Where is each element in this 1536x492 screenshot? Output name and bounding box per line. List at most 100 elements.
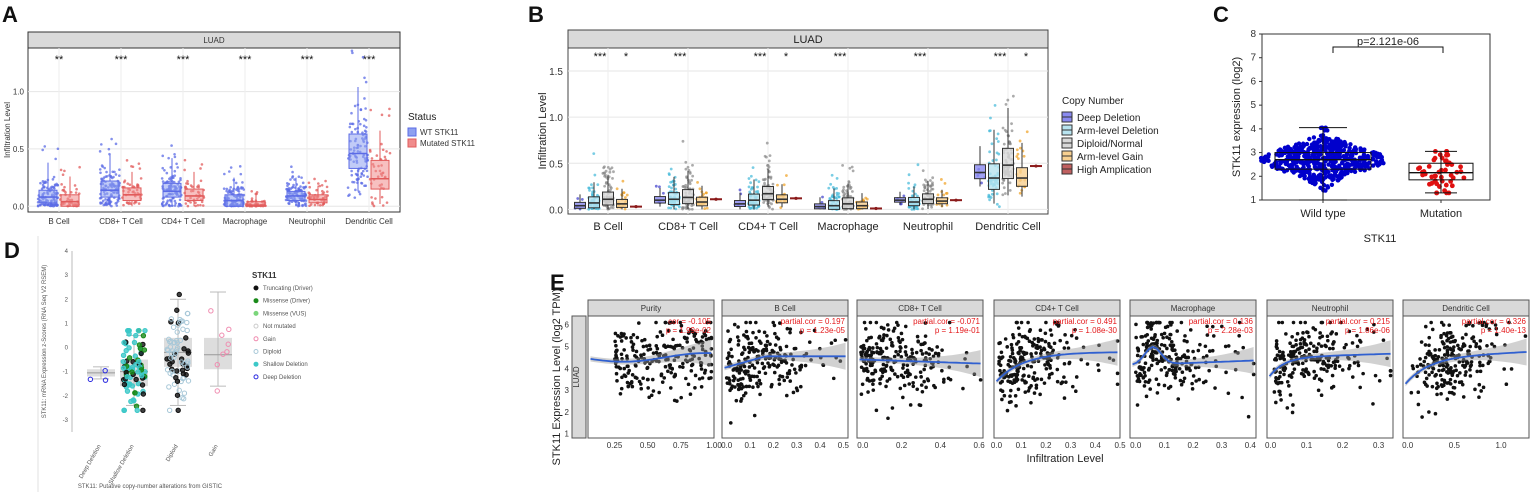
data-point-e <box>647 395 651 400</box>
x-tick-e: 0.75 <box>673 441 689 450</box>
data-point-c <box>1285 154 1291 159</box>
legend-label-b: Deep Deletion <box>1077 113 1140 124</box>
data-point-e <box>685 340 689 344</box>
data-point-e <box>732 376 737 380</box>
data-point-e <box>1011 335 1016 340</box>
data-point-a <box>234 181 238 185</box>
cor-label-e: partial.cor = -0.071 <box>913 317 980 326</box>
data-point-e <box>1431 366 1436 371</box>
data-point-a <box>381 148 385 152</box>
data-point-e <box>1427 410 1431 414</box>
data-point-e <box>866 390 870 394</box>
data-point-c <box>1325 128 1330 133</box>
data-point-a <box>136 185 140 188</box>
data-point-e <box>898 345 902 349</box>
data-point-d <box>174 344 181 351</box>
data-point-e <box>1358 385 1362 390</box>
data-point-b <box>751 166 755 170</box>
data-point-a <box>363 76 366 80</box>
data-point-a <box>358 192 362 196</box>
data-point-e <box>756 349 760 353</box>
data-point-e <box>916 339 921 344</box>
data-point-e <box>1468 374 1473 378</box>
data-point-a <box>368 148 372 152</box>
data-point-e <box>1026 389 1031 393</box>
data-point-a <box>299 188 303 192</box>
data-point-a <box>346 186 350 189</box>
data-point-b <box>1003 128 1007 132</box>
data-point-a <box>347 194 350 198</box>
data-point-e <box>654 344 659 348</box>
data-point-a <box>36 204 40 207</box>
data-point-e <box>1320 320 1325 325</box>
legend-key-d <box>253 310 259 316</box>
data-point-a <box>320 183 324 187</box>
data-point-d <box>176 291 182 298</box>
data-point-e <box>1014 372 1019 377</box>
data-point-b <box>831 193 835 197</box>
data-point-d <box>224 349 230 355</box>
x-tick-a: CD4+ T Cell <box>161 217 205 226</box>
data-point-a <box>200 163 204 166</box>
data-point-d <box>126 355 133 361</box>
data-point-e <box>1438 373 1443 378</box>
data-point-e <box>1425 352 1430 356</box>
data-point-e <box>1047 375 1051 380</box>
data-point-e <box>1388 369 1393 373</box>
data-point-e <box>702 371 707 375</box>
data-point-b <box>608 170 612 174</box>
data-point-e <box>1288 393 1293 397</box>
data-point-e <box>877 334 882 339</box>
data-point-e <box>1048 328 1053 332</box>
data-point-b <box>1018 191 1022 195</box>
data-point-e <box>1452 392 1456 396</box>
data-point-e <box>743 372 748 376</box>
data-point-e <box>859 392 864 397</box>
data-point-e <box>1188 368 1192 373</box>
data-point-b <box>821 195 824 199</box>
data-point-a <box>173 199 177 203</box>
data-point-c <box>1321 147 1327 152</box>
data-point-e <box>886 328 891 332</box>
data-point-e <box>1447 331 1452 335</box>
data-point-e <box>700 376 705 380</box>
data-point-b <box>603 184 607 188</box>
data-point-a <box>289 178 292 181</box>
data-point-a <box>222 187 226 190</box>
data-point-e <box>1318 335 1322 340</box>
data-point-e <box>614 364 619 369</box>
data-point-b <box>1002 186 1006 190</box>
data-point-a <box>128 183 132 187</box>
legend-key-a <box>407 138 417 148</box>
data-point-e <box>675 399 679 403</box>
data-point-e <box>1427 343 1431 348</box>
x-tick-b: B Cell <box>593 221 622 233</box>
data-point-e <box>875 345 880 350</box>
data-point-e <box>1168 332 1173 337</box>
legend-title-d: STK11 <box>252 271 277 280</box>
data-point-a <box>177 180 181 184</box>
data-point-b <box>923 178 927 182</box>
data-point-e <box>860 382 865 387</box>
data-point-e <box>1468 344 1473 349</box>
data-point-d <box>139 372 145 379</box>
data-point-b <box>843 192 847 196</box>
data-point-a <box>229 166 233 169</box>
data-point-e <box>1451 385 1456 390</box>
data-point-e <box>725 381 730 385</box>
data-point-b <box>995 137 999 141</box>
data-point-d <box>219 332 225 338</box>
data-point-e <box>739 382 744 387</box>
data-point-e <box>1166 386 1171 390</box>
data-point-a <box>104 198 107 201</box>
data-point-d <box>142 327 148 334</box>
legend-label-b: Arm-level Gain <box>1077 152 1143 163</box>
data-point-e <box>752 349 757 354</box>
data-point-e <box>911 380 915 385</box>
x-tick-b: Neutrophil <box>903 221 953 233</box>
data-point-e <box>651 389 656 393</box>
data-point-e <box>1475 369 1480 374</box>
data-point-e <box>1194 379 1198 383</box>
